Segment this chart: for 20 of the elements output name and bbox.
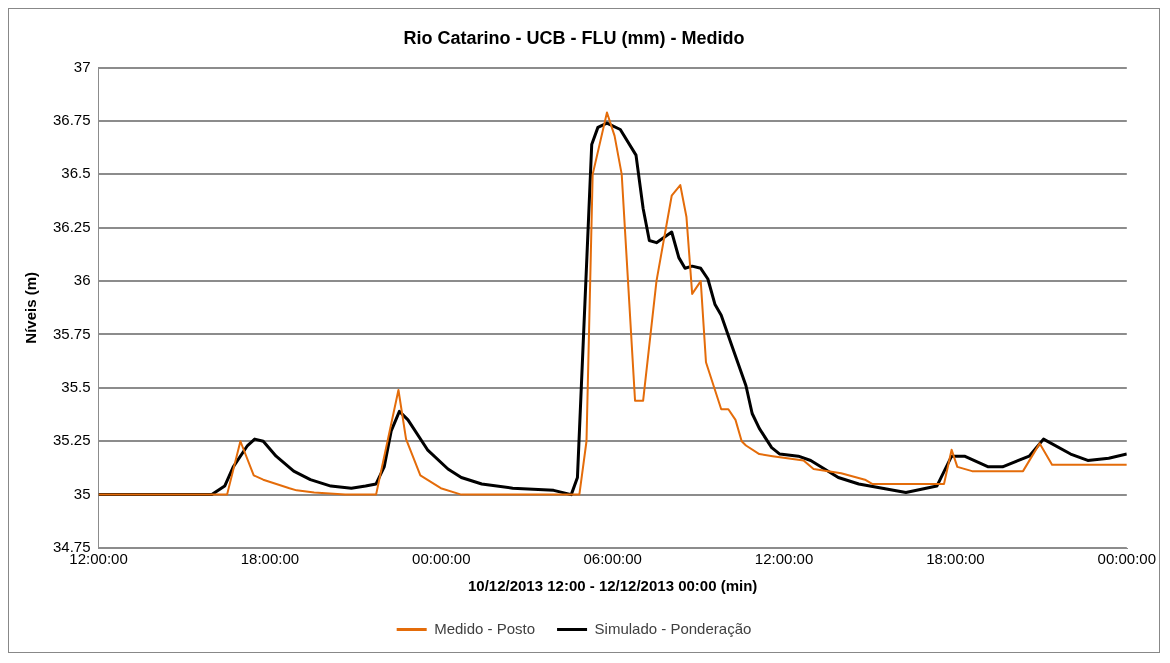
y-tick-label: 36 <box>73 271 91 289</box>
y-tick-label: 35.75 <box>52 324 91 342</box>
y-tick-label: 35.25 <box>52 431 91 449</box>
x-tick-label: 00:00:00 <box>1097 550 1156 568</box>
y-tick-label: 37 <box>73 57 91 75</box>
y-axis-title: Níveis (m) <box>22 271 40 344</box>
legend-label: Medido - Posto <box>434 619 536 637</box>
x-tick-label: 00:00:00 <box>412 550 471 568</box>
x-tick-label: 12:00:00 <box>754 550 814 568</box>
y-tick-label: 35 <box>73 484 91 502</box>
y-tick-label: 35.5 <box>61 378 91 396</box>
x-tick-label: 06:00:00 <box>583 550 642 568</box>
y-tick-label: 36.25 <box>52 217 91 235</box>
chart-title: Rio Catarino - UCB - FLU (mm) - Medido <box>403 27 745 48</box>
x-axis-title: 10/12/2013 12:00 - 12/12/2013 00:00 (min) <box>467 577 758 595</box>
y-tick-label: 36.5 <box>61 164 91 182</box>
x-tick-label: 18:00:00 <box>926 550 985 568</box>
y-tick-label: 36.75 <box>52 111 91 129</box>
legend-label: Simulado - Ponderação <box>594 619 752 637</box>
x-tick-label: 18:00:00 <box>240 550 300 568</box>
